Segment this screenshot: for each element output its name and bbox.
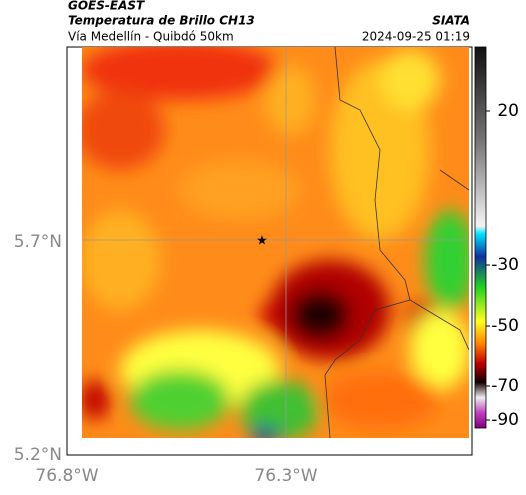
colorbar [474,46,487,429]
heatmap: ★ [82,47,469,438]
datetime: 2024-09-25 01:19 [362,30,470,44]
lat-tick: 5.7°N [14,232,62,252]
lon-tick: 76.3°W [254,466,317,486]
region: Vía Medellín - Quibdó 50km [68,30,234,44]
svg-text:★: ★ [256,234,268,249]
colorbar-tick-label: -70 [491,376,519,396]
satellite: GOES-EAST [68,0,145,13]
colorbar-tick-label: -90 [491,410,519,430]
product: Temperatura de Brillo CH13 [68,14,255,28]
lat-tick: 5.2°N [14,445,62,465]
lon-tick: 76.8°W [35,466,98,486]
colorbar-tick-label: 20 [497,101,519,121]
colorbar-ticks: 20 -30 -50 -70 -90 [486,101,519,430]
colorbar-tick-label: -30 [491,255,519,275]
colorbar-tick-label: -50 [491,316,519,336]
source: SIATA [432,14,470,28]
